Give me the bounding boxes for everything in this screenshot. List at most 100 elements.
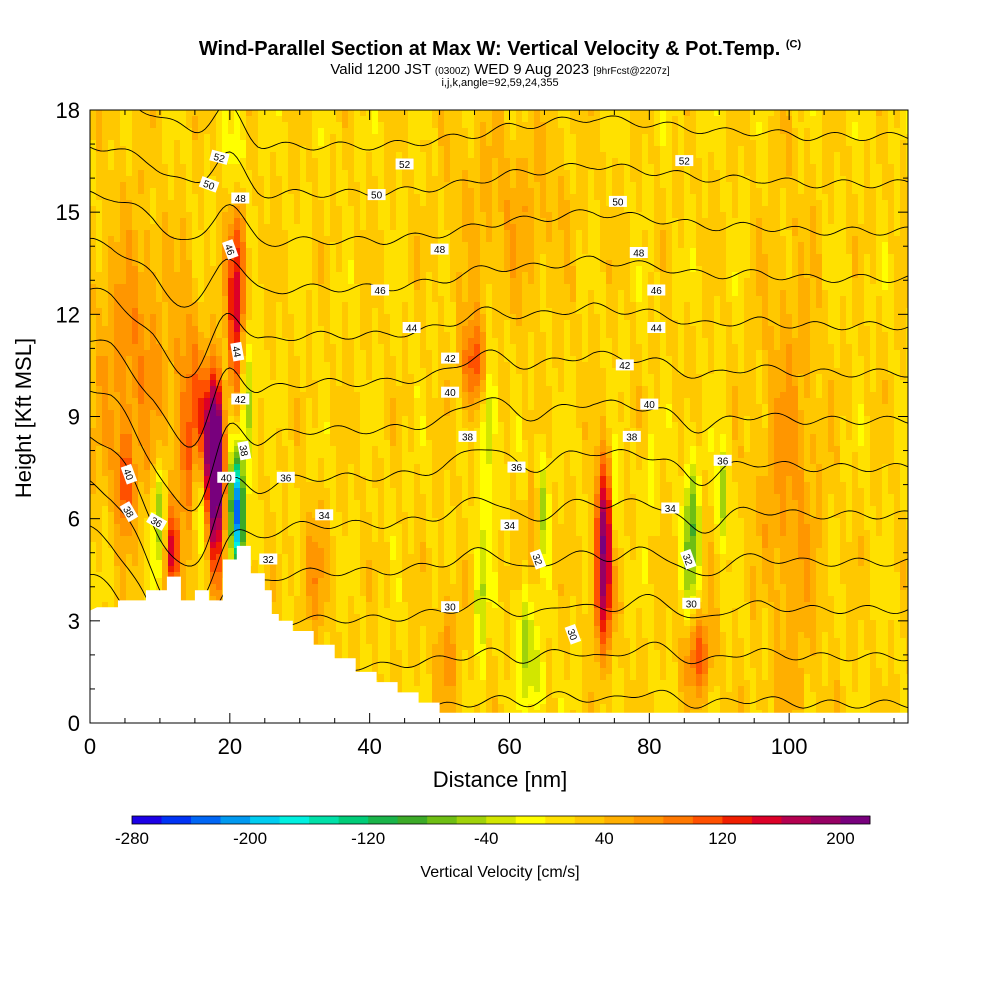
heatmap-cell <box>366 140 373 147</box>
heatmap-cell <box>324 320 331 327</box>
heatmap-cell <box>228 128 235 135</box>
heatmap-cell <box>600 320 607 327</box>
heatmap-cell <box>468 122 475 129</box>
heatmap-cell <box>306 326 313 333</box>
heatmap-cell <box>636 236 643 243</box>
heatmap-cell <box>828 146 835 153</box>
heatmap-cell <box>666 290 673 297</box>
heatmap-cell <box>492 302 499 309</box>
heatmap-cell <box>546 170 553 177</box>
heatmap-cell <box>162 158 169 165</box>
heatmap-cell <box>588 236 595 243</box>
heatmap-cell <box>510 128 517 135</box>
heatmap-cell <box>726 188 733 195</box>
heatmap-cell <box>192 170 199 177</box>
heatmap-cell <box>630 122 637 129</box>
heatmap-cell <box>372 320 379 327</box>
heatmap-cell <box>642 140 649 147</box>
heatmap-cell <box>894 182 901 189</box>
heatmap-cell <box>192 182 199 189</box>
heatmap-cell <box>354 140 361 147</box>
heatmap-cell <box>744 182 751 189</box>
heatmap-cell <box>396 134 403 141</box>
heatmap-cell <box>678 176 685 183</box>
heatmap-cell <box>96 152 103 159</box>
heatmap-cell <box>696 266 703 273</box>
heatmap-cell <box>150 224 157 231</box>
heatmap-cell <box>684 278 691 285</box>
heatmap-cell <box>114 122 121 129</box>
heatmap-cell <box>186 218 193 225</box>
heatmap-cell <box>474 230 481 237</box>
heatmap-cell <box>546 206 553 213</box>
heatmap-cell <box>858 194 865 201</box>
heatmap-cell <box>870 284 877 291</box>
heatmap-cell <box>372 230 379 237</box>
heatmap-cell <box>600 236 607 243</box>
heatmap-cell <box>108 128 115 135</box>
heatmap-cell <box>186 176 193 183</box>
heatmap-cell <box>642 146 649 153</box>
heatmap-cell <box>618 218 625 225</box>
heatmap-cell <box>150 248 157 255</box>
heatmap-cell <box>210 284 217 291</box>
heatmap-cell <box>366 182 373 189</box>
heatmap-cell <box>474 254 481 261</box>
heatmap-cell <box>792 290 799 297</box>
heatmap-cell <box>624 110 631 117</box>
heatmap-cell <box>462 110 469 117</box>
heatmap-cell <box>558 116 565 123</box>
heatmap-cell <box>564 194 571 201</box>
heatmap-cell <box>150 134 157 141</box>
heatmap-cell <box>138 218 145 225</box>
heatmap-cell <box>618 188 625 195</box>
heatmap-cell <box>792 170 799 177</box>
heatmap-cell <box>270 266 277 273</box>
heatmap-cell <box>888 242 895 249</box>
heatmap-cell <box>390 128 397 135</box>
heatmap-cell <box>828 152 835 159</box>
heatmap-cell <box>444 236 451 243</box>
heatmap-cell <box>858 302 865 309</box>
heatmap-cell <box>342 188 349 195</box>
heatmap-cell <box>750 290 757 297</box>
heatmap-cell <box>906 116 908 123</box>
heatmap-cell <box>876 170 883 177</box>
heatmap-cell <box>300 146 307 153</box>
heatmap-cell <box>420 182 427 189</box>
heatmap-cell <box>858 314 865 321</box>
heatmap-cell <box>540 152 547 159</box>
heatmap-cell <box>528 254 535 261</box>
heatmap-cell <box>216 164 223 171</box>
heatmap-cell <box>414 218 421 225</box>
heatmap-cell <box>384 158 391 165</box>
heatmap-cell <box>408 194 415 201</box>
heatmap-cell <box>474 110 481 117</box>
heatmap-cell <box>642 284 649 291</box>
heatmap-cell <box>660 110 667 117</box>
heatmap-cell <box>300 242 307 249</box>
heatmap-cell <box>228 224 235 231</box>
heatmap-cell <box>450 320 457 327</box>
heatmap-cell <box>726 182 733 189</box>
heatmap-cell <box>474 206 481 213</box>
heatmap-cell <box>852 314 859 321</box>
heatmap-cell <box>594 200 601 207</box>
heatmap-cell <box>432 290 439 297</box>
heatmap-cell <box>474 290 481 297</box>
heatmap-cell <box>348 122 355 129</box>
heatmap-cell <box>270 230 277 237</box>
heatmap-cell <box>588 122 595 129</box>
heatmap-cell <box>162 116 169 123</box>
heatmap-cell <box>588 254 595 261</box>
heatmap-cell <box>438 116 445 123</box>
heatmap-cell <box>510 152 517 159</box>
heatmap-cell <box>342 308 349 315</box>
heatmap-cell <box>306 122 313 129</box>
heatmap-cell <box>684 188 691 195</box>
heatmap-cell <box>192 140 199 147</box>
heatmap-cell <box>288 134 295 141</box>
heatmap-cell <box>666 278 673 285</box>
heatmap-cell <box>738 308 745 315</box>
heatmap-cell <box>768 188 775 195</box>
